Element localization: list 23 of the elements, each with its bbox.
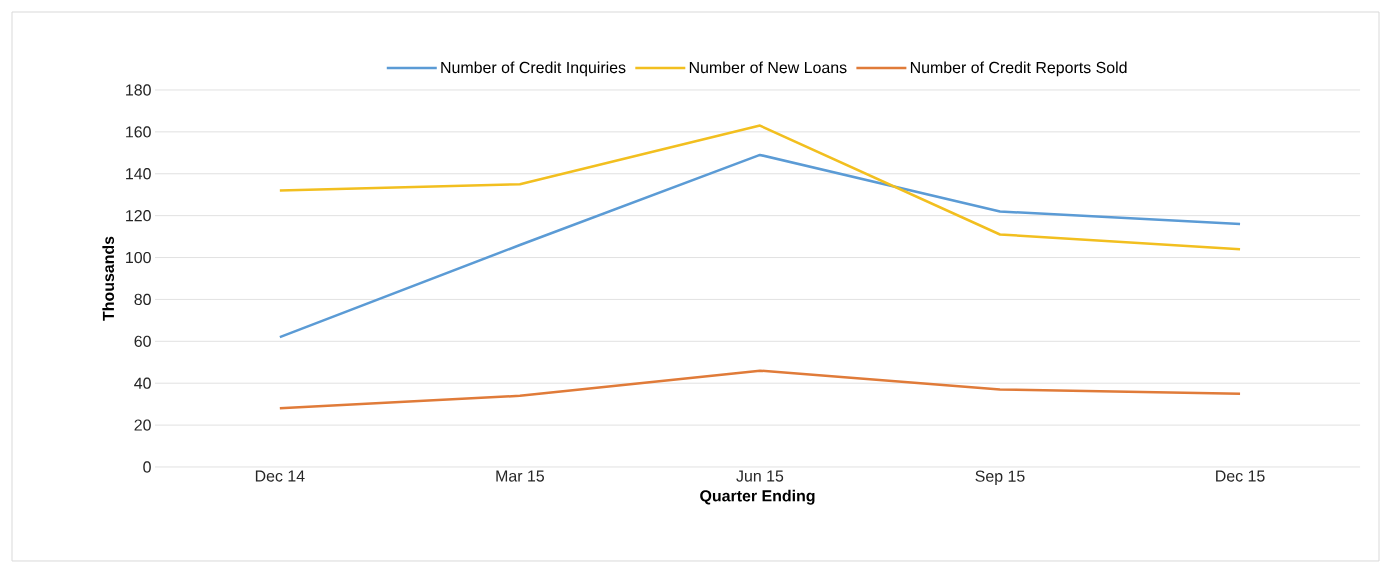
y-tick-label: 60 xyxy=(134,335,151,347)
legend-label: Number of Credit Inquiries xyxy=(441,61,626,77)
x-tick-label: Jun 15 xyxy=(736,470,784,482)
x-tick-label: Dec 14 xyxy=(255,470,305,482)
y-tick-label: 160 xyxy=(126,126,151,138)
y-tick-label: 0 xyxy=(143,461,151,473)
legend-label: Number of New Loans xyxy=(689,61,847,74)
y-axis-title: Thousands xyxy=(102,236,115,321)
y-tick-label: 180 xyxy=(126,84,151,96)
y-tick-label: 40 xyxy=(134,377,151,389)
y-tick-label: 100 xyxy=(126,251,151,264)
x-axis-title: Quarter Ending xyxy=(700,489,815,505)
x-tick-label: Mar 15 xyxy=(496,470,544,482)
x-tick-label: Dec 15 xyxy=(1216,470,1265,482)
legend-label: Number of Credit Reports Sold xyxy=(910,61,1127,77)
line-series xyxy=(278,124,1242,251)
line-series xyxy=(278,153,1242,339)
x-tick-label: Sep 15 xyxy=(975,470,1025,485)
y-tick-label: 20 xyxy=(134,419,151,431)
y-tick-label: 80 xyxy=(134,293,151,306)
y-tick-label: 140 xyxy=(126,168,151,180)
line-series xyxy=(278,369,1242,410)
y-tick-label: 120 xyxy=(126,210,151,222)
